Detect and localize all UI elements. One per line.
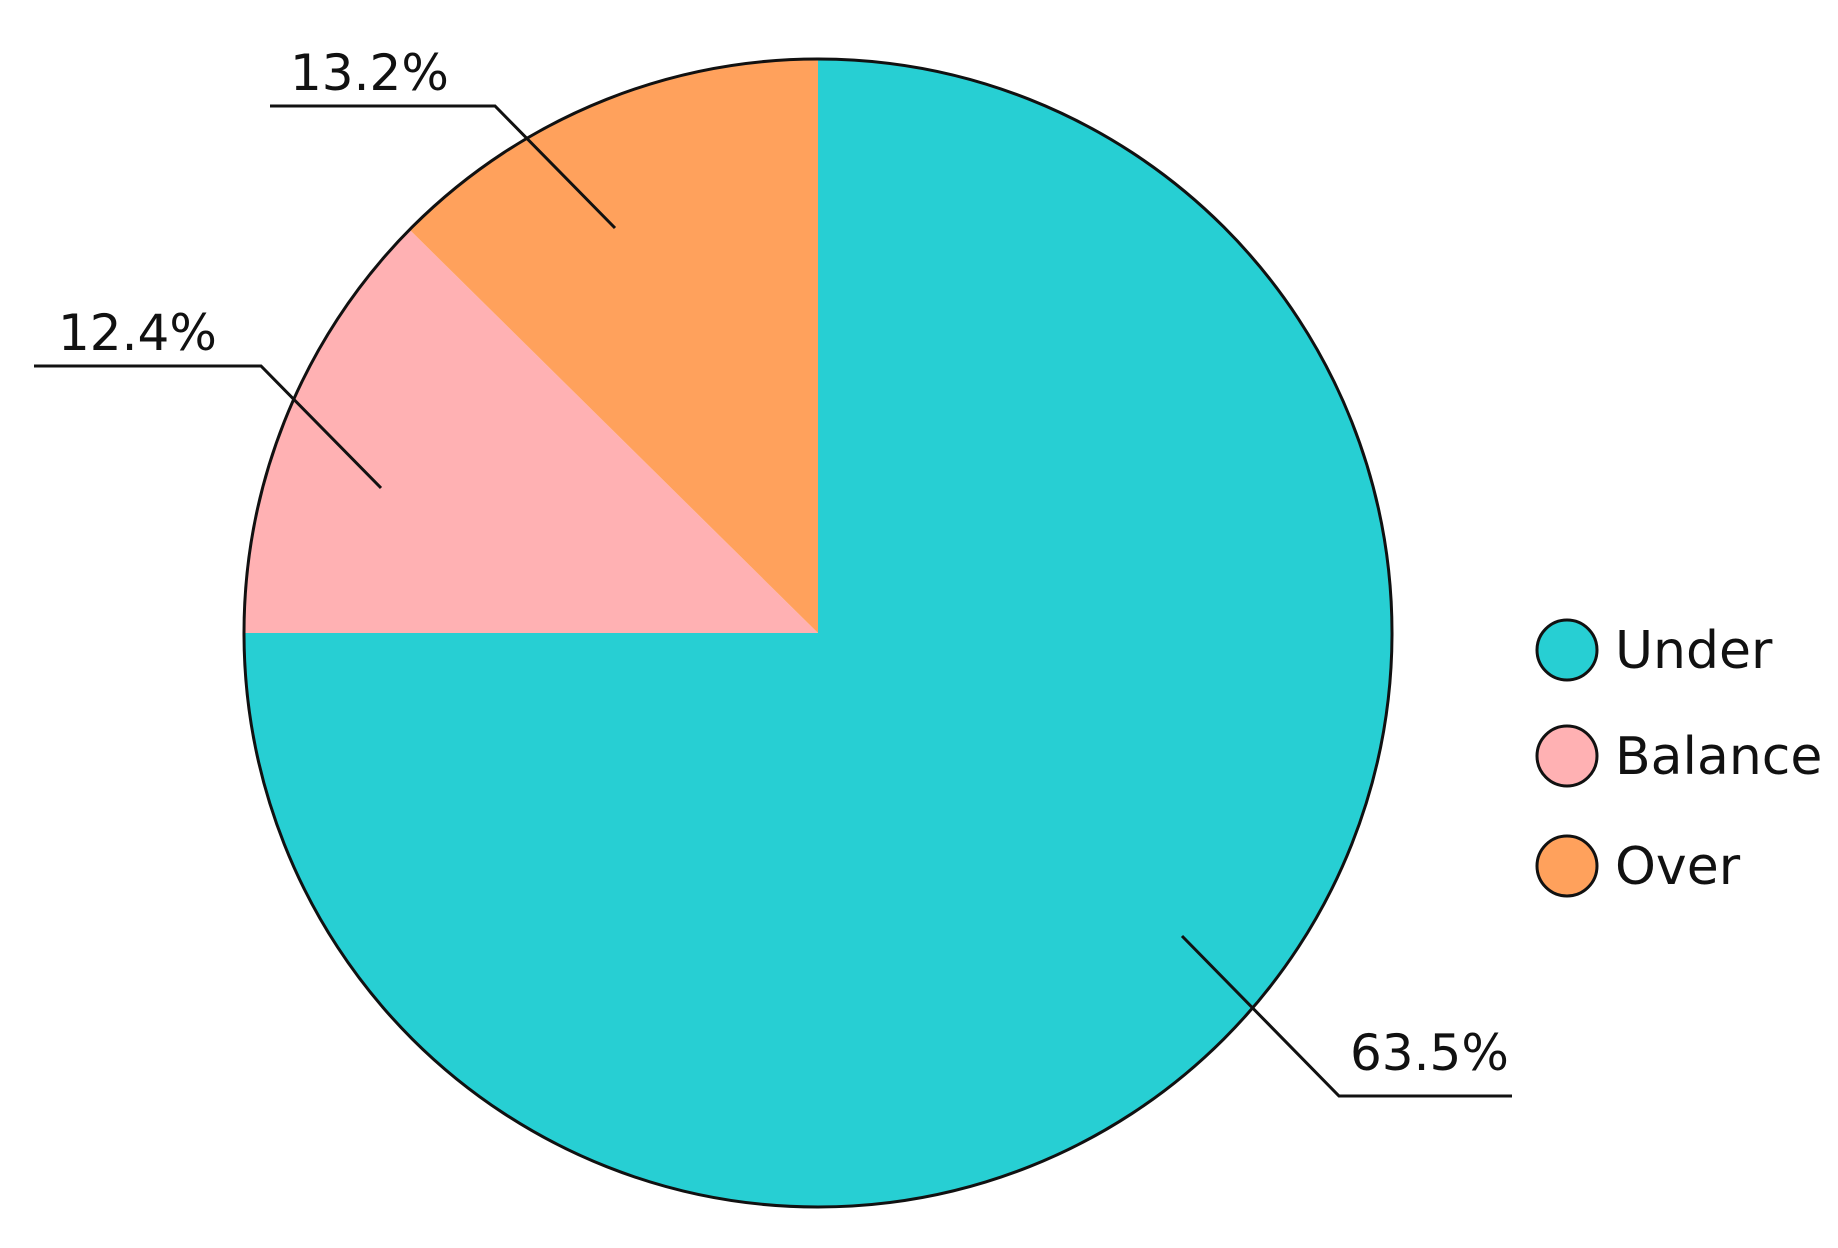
legend-label-over: Over bbox=[1615, 837, 1741, 897]
leader-line-balance bbox=[34, 364, 383, 490]
slice-label-over: 13.2% bbox=[290, 44, 449, 102]
pie-slice-over bbox=[409, 59, 818, 633]
leader-line-over bbox=[270, 104, 617, 230]
legend-item-over: Over bbox=[1535, 834, 1741, 898]
pie-slices bbox=[244, 59, 1392, 1207]
legend: Under Balance Over bbox=[1535, 618, 1822, 898]
leader-line-under bbox=[1180, 934, 1512, 1098]
legend-swatch-over bbox=[1535, 834, 1599, 898]
legend-item-balance: Balance bbox=[1535, 724, 1822, 788]
legend-swatch-under bbox=[1535, 618, 1599, 682]
slice-labels: 13.2% 12.4% 63.5% bbox=[58, 44, 1509, 1082]
legend-swatch-balance bbox=[1535, 724, 1599, 788]
legend-label-balance: Balance bbox=[1615, 727, 1822, 787]
slice-label-balance: 12.4% bbox=[58, 304, 217, 362]
pie-outline bbox=[242, 57, 1394, 1209]
legend-label-under: Under bbox=[1615, 621, 1773, 681]
leader-lines bbox=[34, 104, 1512, 1098]
pie-slice-balance bbox=[244, 229, 818, 633]
slice-label-under: 63.5% bbox=[1350, 1024, 1509, 1082]
legend-item-under: Under bbox=[1535, 618, 1773, 682]
